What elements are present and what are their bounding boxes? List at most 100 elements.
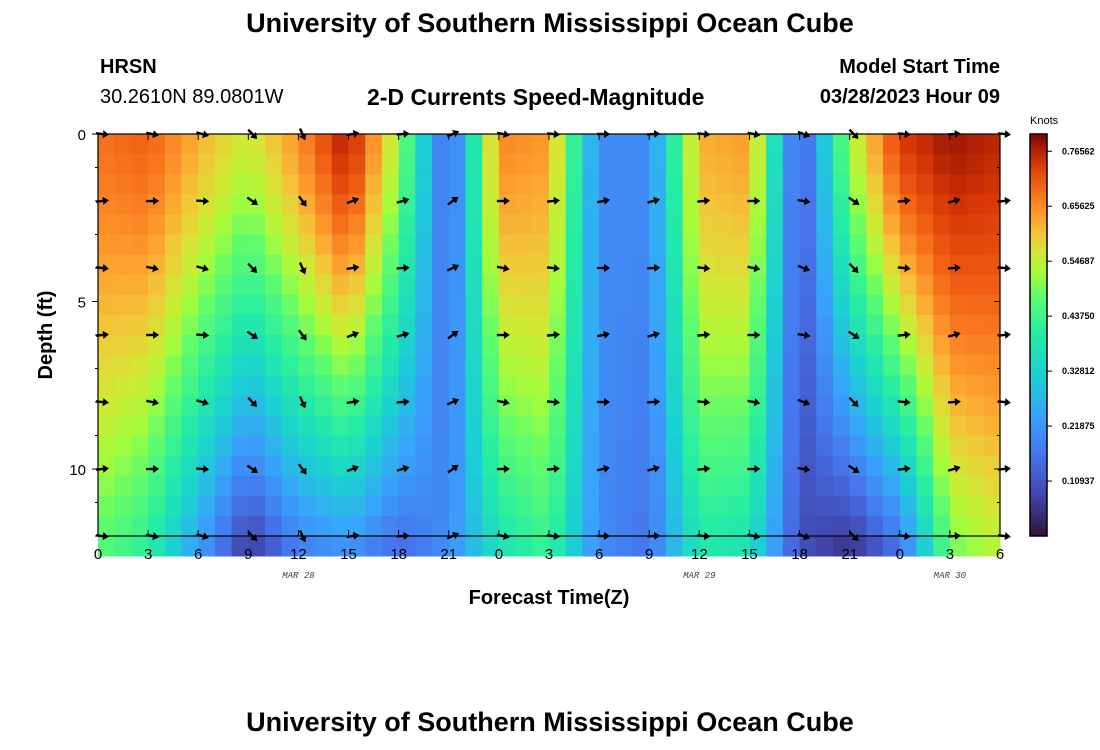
heatmap-cell [114, 174, 132, 195]
heatmap-cell [549, 395, 567, 416]
heatmap-cell [766, 234, 784, 255]
heatmap-cell [331, 435, 349, 456]
heatmap-cell [515, 515, 533, 537]
heatmap-cell [632, 515, 650, 537]
heatmap-cell [866, 335, 884, 356]
heatmap-cell [214, 355, 233, 376]
model-start-value: 03/28/2023 Hour 09 [819, 86, 1000, 108]
heatmap-cell [148, 154, 166, 175]
current-arrow [947, 263, 961, 272]
heatmap-cell [515, 475, 533, 497]
heatmap-cell [114, 154, 132, 175]
heatmap-cell [665, 355, 684, 376]
heatmap-cell [465, 475, 483, 497]
heatmap-cell [983, 375, 1001, 396]
heatmap-cell [799, 234, 817, 255]
heatmap-cell [699, 214, 717, 235]
current-arrow [797, 398, 811, 407]
current-arrow [145, 264, 159, 273]
heatmap-cell [565, 174, 583, 195]
date-label: MAR 28 [282, 571, 315, 581]
heatmap-cell [949, 435, 967, 456]
heatmap-cell [532, 375, 550, 396]
heatmap-cell [899, 495, 917, 517]
heatmap-cell [615, 274, 633, 296]
heatmap-cell [849, 536, 867, 557]
heatmap-cell [766, 355, 784, 376]
heatmap-cell [265, 174, 283, 195]
heatmap-cell [131, 214, 149, 235]
heatmap-cell [381, 154, 400, 175]
heatmap-cell [432, 214, 450, 235]
heatmap-cell [983, 536, 1001, 557]
heatmap-cell [415, 174, 433, 195]
heatmap-cell [98, 395, 116, 416]
heatmap-cell [665, 174, 684, 195]
heatmap-cell [615, 154, 633, 175]
current-arrow [246, 330, 259, 339]
heatmap-cell [98, 254, 116, 276]
heatmap-cell [298, 355, 316, 376]
heatmap-cell [148, 475, 166, 497]
heatmap-cell [782, 234, 800, 255]
heatmap-cell [515, 395, 533, 416]
heatmap-cell [615, 214, 633, 235]
heatmap-cell [198, 314, 216, 336]
heatmap-cell [782, 515, 800, 537]
heatmap-cell [415, 254, 433, 276]
heatmap-cell [883, 134, 901, 155]
heatmap-cell [699, 475, 717, 497]
heatmap-cell [248, 536, 266, 557]
heatmap-cell [866, 194, 884, 215]
heatmap-cell [966, 435, 984, 456]
heatmap-cell [214, 154, 233, 175]
heatmap-cell [164, 194, 182, 215]
heatmap-cell [732, 536, 750, 557]
heatmap-cell [632, 194, 650, 215]
heatmap-cell [365, 214, 383, 235]
heatmap-cell [849, 355, 867, 376]
heatmap-cell [298, 536, 316, 557]
heatmap-cell [732, 154, 750, 175]
heatmap-cell [315, 536, 333, 557]
heatmap-cell [883, 455, 901, 477]
heatmap-cell [883, 314, 901, 336]
current-arrow [747, 264, 761, 273]
current-arrow [396, 397, 410, 406]
heatmap-cell [749, 536, 767, 557]
heatmap-cell [164, 154, 182, 175]
heatmap-cell [699, 435, 717, 456]
heatmap-cell [214, 214, 233, 235]
heatmap-cell [498, 154, 516, 175]
heatmap-cell [198, 274, 216, 296]
heatmap-cell [832, 495, 851, 517]
current-arrow [947, 464, 961, 473]
current-arrow [647, 263, 661, 272]
heatmap-cell [649, 154, 667, 175]
heatmap-cell [983, 395, 1001, 416]
heatmap-cell [164, 515, 182, 537]
heatmap-cell [448, 134, 466, 155]
heatmap-cell [281, 395, 299, 416]
heatmap-cell [231, 495, 249, 517]
heatmap-cell [532, 455, 550, 477]
heatmap-cell [699, 515, 717, 537]
current-arrow [597, 398, 611, 407]
heatmap-cell [482, 455, 500, 477]
heatmap-cell [916, 455, 934, 477]
station-name: HRSN [100, 56, 157, 78]
heatmap-cell [582, 174, 600, 195]
heatmap-cell [532, 415, 550, 436]
heatmap-cell [949, 515, 967, 537]
heatmap-cell [315, 294, 333, 316]
heatmap-cell [98, 435, 116, 456]
heatmap-cell [398, 395, 416, 416]
heatmap-cell [248, 294, 266, 316]
current-arrow [297, 463, 307, 475]
colorbar-label: 0.21875 [1062, 421, 1095, 431]
heatmap-cell [348, 475, 366, 497]
heatmap-cell [381, 355, 400, 376]
heatmap-cell [766, 435, 784, 456]
heatmap-cell [365, 194, 383, 215]
heatmap-cell [131, 455, 149, 477]
